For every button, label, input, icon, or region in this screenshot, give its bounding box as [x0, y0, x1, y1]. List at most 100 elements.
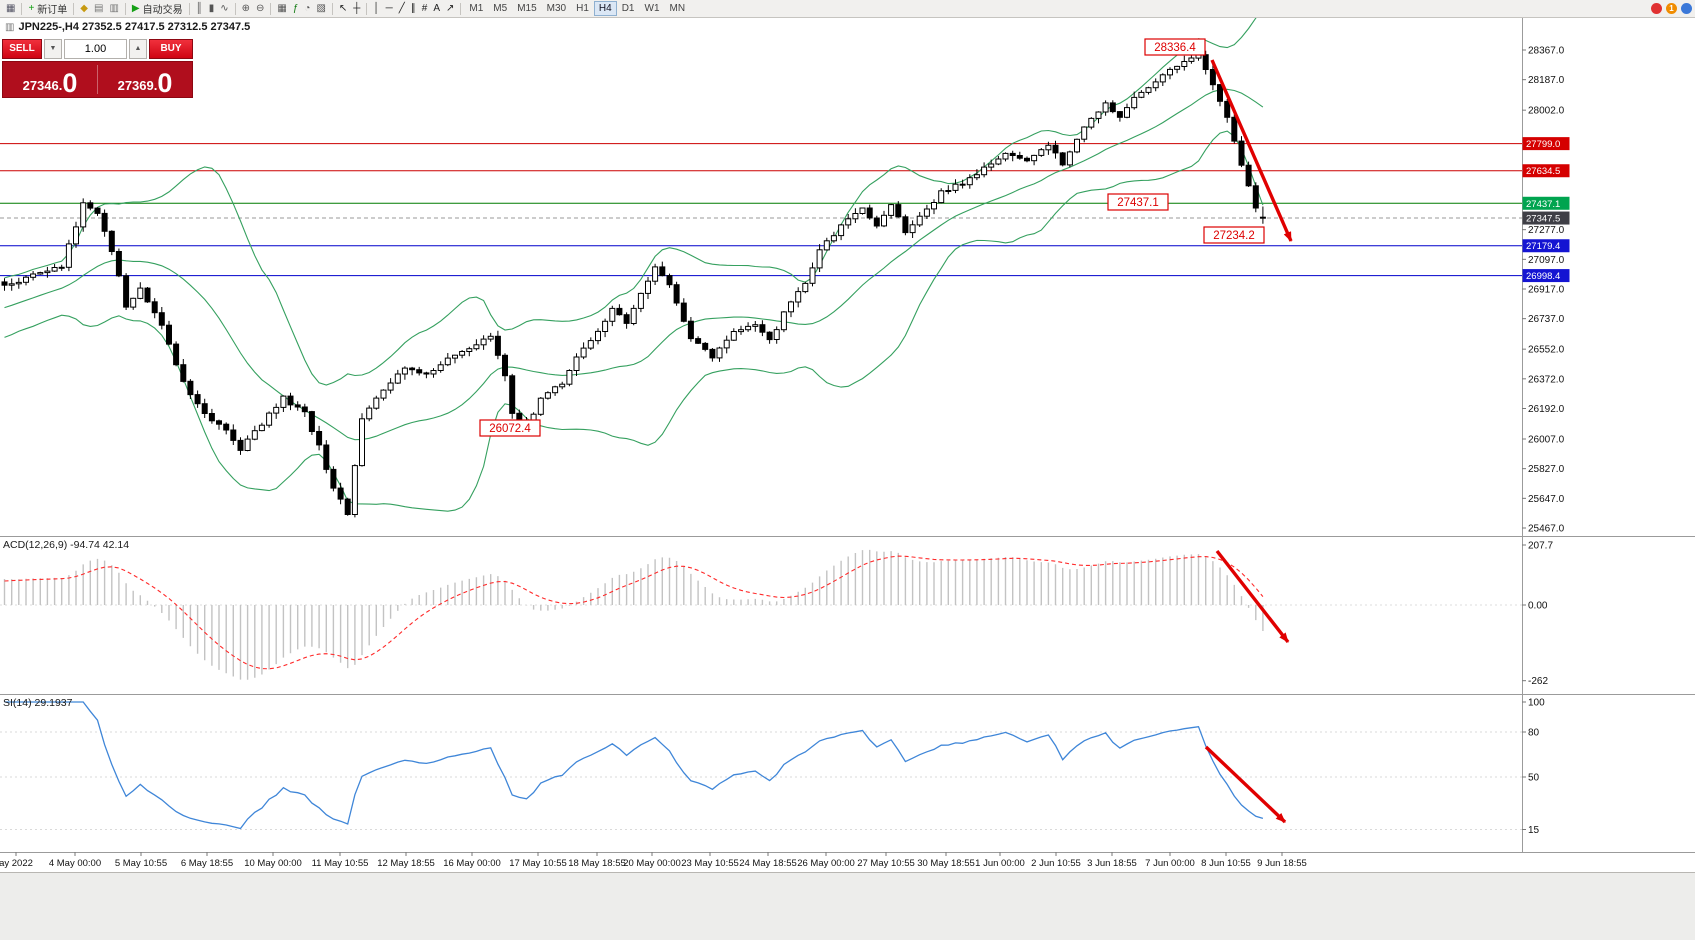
rsi-down-arrow[interactable] — [1204, 745, 1287, 824]
volume-decrease-button[interactable]: ▼ — [44, 39, 62, 59]
price-tick-label: 26007.0 — [1528, 434, 1565, 445]
crosshair-button[interactable]: ┼ — [350, 1, 363, 16]
timeframe-m30-button[interactable]: M30 — [546, 3, 567, 14]
price-divider — [97, 65, 98, 94]
price-tick-label: 27097.0 — [1528, 255, 1565, 266]
timeframe-m1-button[interactable]: M1 — [469, 3, 484, 14]
time-tick-label: 12 May 18:55 — [377, 858, 435, 869]
time-tick-label: 7 Jun 00:00 — [1145, 858, 1195, 869]
timeframe-d1-button[interactable]: D1 — [621, 3, 635, 14]
timeframe-w1-button[interactable]: W1 — [644, 3, 660, 14]
time-tick-label: 20 May 00:00 — [623, 858, 681, 869]
quote-panel: 27346. 0 27369. 0 — [2, 61, 193, 98]
zoom-in-icon: ⊕ — [241, 3, 250, 14]
time-tick-label: 6 May 18:55 — [181, 858, 233, 869]
timeframe-m5-button[interactable]: M5 — [493, 3, 508, 14]
time-axis[interactable]: ay 2022 4 May 00:00 5 May 10:55 6 May 18:55… — [0, 852, 1307, 869]
time-tick-label: 17 May 10:55 — [509, 858, 567, 869]
volume-increase-button[interactable]: ▲ — [129, 39, 147, 59]
price-tick-label: 28367.0 — [1528, 46, 1565, 57]
arrows-button[interactable]: ↗ — [443, 1, 457, 16]
toolbar-separator — [234, 2, 236, 15]
templates-button[interactable]: ▧ — [313, 1, 328, 16]
market-watch-icon-icon: ▤ — [94, 3, 104, 14]
vertical-line-button[interactable]: │ — [370, 1, 382, 16]
timeframe-h1-button[interactable]: H1 — [576, 3, 589, 14]
autotrading-button[interactable]: ▶ 自动交易 — [129, 1, 186, 16]
price-tag-text: 27437.1 — [1526, 199, 1560, 210]
channel-button[interactable]: ∥ — [408, 1, 419, 16]
new-chart-button[interactable]: ▦ — [3, 1, 18, 16]
indicators-button[interactable]: ƒ — [290, 1, 302, 16]
buy-price-button[interactable]: 27369. 0 — [98, 62, 192, 97]
bar-chart-button[interactable]: ║ — [193, 1, 206, 16]
tile-windows-button[interactable]: ▦ — [274, 1, 289, 16]
indicator-axes: 207.7 0.00 -262 100 80 50 15 — [1522, 541, 1553, 836]
buy-button[interactable]: BUY — [149, 39, 193, 59]
annotation-box-28336.4[interactable] — [1144, 38, 1206, 56]
time-tick-label: 23 May 10:55 — [681, 858, 739, 869]
mail-badge[interactable] — [1681, 3, 1692, 14]
macd-signal-line — [4, 555, 1264, 670]
volume-input[interactable]: 1.00 — [64, 39, 127, 59]
macd-panel — [0, 549, 1522, 680]
price-tick-label: 28187.0 — [1528, 75, 1565, 86]
periods-button[interactable]: ◔ — [301, 1, 313, 16]
price-tick-label: 26192.0 — [1528, 404, 1565, 415]
templates-icon: ▧ — [316, 3, 326, 14]
time-tick-label: 18 May 18:55 — [568, 858, 626, 869]
trade-controls-row: SELL ▼ 1.00 ▲ BUY — [2, 39, 193, 59]
crosshair-icon: ┼ — [353, 3, 361, 14]
chart-area: 28367.0 28187.0 28002.0 27277.0 27097.0 26917… — [0, 18, 1695, 872]
text-button[interactable]: A — [430, 1, 443, 16]
autotrading-button-label: 自动交易 — [142, 5, 183, 16]
price-tag-26998.4 — [1522, 269, 1570, 283]
price-tag-text: 27179.4 — [1526, 241, 1560, 252]
price-down-arrow[interactable] — [1210, 59, 1293, 242]
periods-icon: ◔ — [304, 3, 311, 14]
horizontal-line-button[interactable]: ─ — [383, 1, 396, 16]
candlestick-chart-icon: ▮ — [208, 3, 215, 14]
zoom-out-button[interactable]: ⊖ — [253, 1, 267, 16]
new-order-button[interactable]: + 新订单 — [25, 1, 70, 16]
timeframe-m15-button[interactable]: M15 — [517, 3, 537, 14]
macd-tick-label: 207.7 — [1528, 541, 1553, 552]
price-tick-label: 26737.0 — [1528, 314, 1565, 325]
one-click-trading-panel: SELL ▼ 1.00 ▲ BUY 27346. 0 27369. 0 — [2, 39, 193, 98]
price-tick-label: 26917.0 — [1528, 285, 1565, 296]
macd-histogram — [3, 549, 1264, 680]
time-tick-label: 2 Jun 10:55 — [1031, 858, 1081, 869]
trendline-button[interactable]: ╱ — [396, 1, 408, 16]
timeframe-h4-button[interactable]: H4 — [593, 1, 617, 16]
annotation-box-26072.4[interactable] — [479, 419, 541, 437]
price-tag-27799 — [1522, 137, 1570, 151]
navigator-icon[interactable]: ◆ — [77, 1, 91, 16]
price-tag-27179.4 — [1522, 239, 1570, 253]
time-tick-label: 5 May 10:55 — [115, 858, 167, 869]
price-tick-label: 25467.0 — [1528, 524, 1565, 535]
annotation-box-27437.1[interactable] — [1107, 193, 1169, 211]
terminal-icon[interactable]: ▥ — [106, 1, 121, 16]
toolbar-separator — [460, 2, 462, 15]
bollinger-upper-band — [4, 18, 1257, 386]
toolbar-separator — [124, 2, 126, 15]
candlestick-chart-button[interactable]: ▮ — [206, 1, 218, 16]
annotation-box-27234.2[interactable] — [1203, 226, 1265, 244]
line-chart-icon: ∿ — [220, 3, 229, 14]
line-chart-button[interactable]: ∿ — [217, 1, 231, 16]
timeframe-mn-button[interactable]: MN — [669, 3, 686, 14]
sell-price-pips: 0 — [62, 68, 78, 99]
fibonacci-button[interactable]: # — [419, 1, 431, 16]
price-axis[interactable]: 28367.0 28187.0 28002.0 27277.0 27097.0 26917… — [1522, 46, 1570, 535]
sell-button[interactable]: SELL — [2, 39, 42, 59]
tile-windows-icon: ▦ — [277, 3, 287, 14]
alert-badge[interactable] — [1651, 3, 1662, 14]
news-badge[interactable]: 1 — [1666, 3, 1677, 14]
macd-down-arrow[interactable] — [1215, 549, 1290, 644]
zoom-in-button[interactable]: ⊕ — [239, 1, 253, 16]
chart-canvas[interactable]: 28367.0 28187.0 28002.0 27277.0 27097.0 26917… — [0, 18, 1695, 872]
sell-price-button[interactable]: 27346. 0 — [3, 62, 97, 97]
market-watch-icon[interactable]: ▤ — [91, 1, 106, 16]
cursor-button[interactable]: ↖ — [336, 1, 350, 16]
